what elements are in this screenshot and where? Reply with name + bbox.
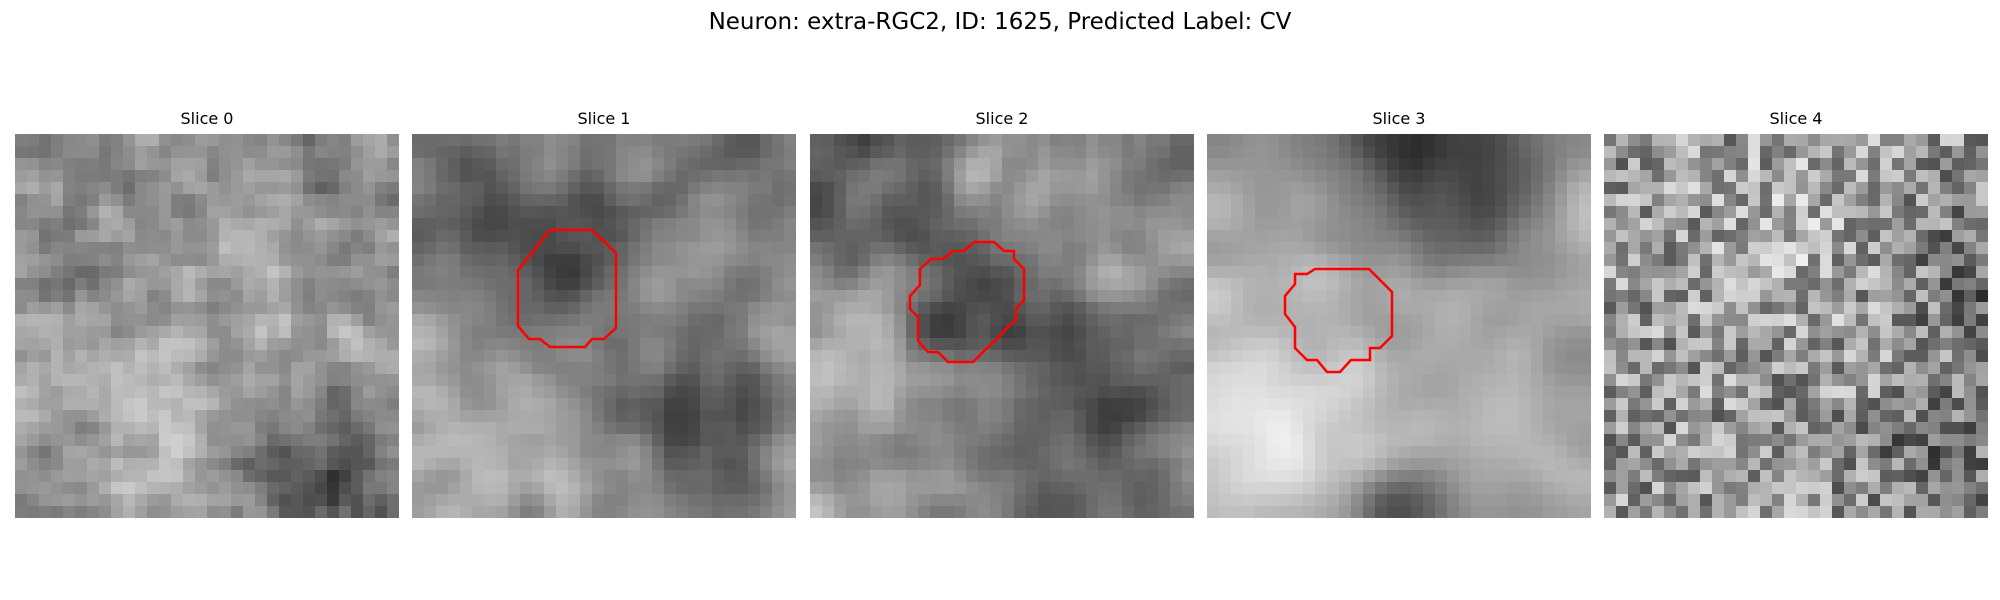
slice-panel-2: Slice 2	[810, 108, 1194, 518]
roi-outline	[908, 240, 1026, 364]
roi-outline-overlay	[908, 240, 1026, 364]
slice-image-frame	[1207, 134, 1591, 518]
slice-image	[1604, 134, 1988, 518]
roi-outline-overlay	[1283, 267, 1394, 374]
slice-panel-3: Slice 3	[1207, 108, 1591, 518]
slice-image-frame	[15, 134, 399, 518]
roi-outline	[1283, 267, 1394, 374]
slice-panel-1: Slice 1	[412, 108, 796, 518]
slice-image	[412, 134, 796, 518]
slice-image	[1207, 134, 1591, 518]
slice-title: Slice 2	[975, 109, 1029, 128]
slice-title: Slice 3	[1372, 109, 1426, 128]
slice-panel-4: Slice 4	[1604, 108, 1988, 518]
slice-title: Slice 4	[1769, 109, 1823, 128]
slice-image-frame	[412, 134, 796, 518]
slice-title: Slice 0	[180, 109, 234, 128]
slice-image	[810, 134, 1194, 518]
roi-outline-overlay	[516, 228, 618, 349]
slice-image-frame	[1604, 134, 1988, 518]
slice-title: Slice 1	[577, 109, 631, 128]
figure-title: Neuron: extra-RGC2, ID: 1625, Predicted …	[708, 9, 1292, 35]
roi-outline	[516, 228, 618, 349]
slice-image	[15, 134, 399, 518]
slice-image-frame	[810, 134, 1194, 518]
slice-panel-0: Slice 0	[15, 108, 399, 518]
